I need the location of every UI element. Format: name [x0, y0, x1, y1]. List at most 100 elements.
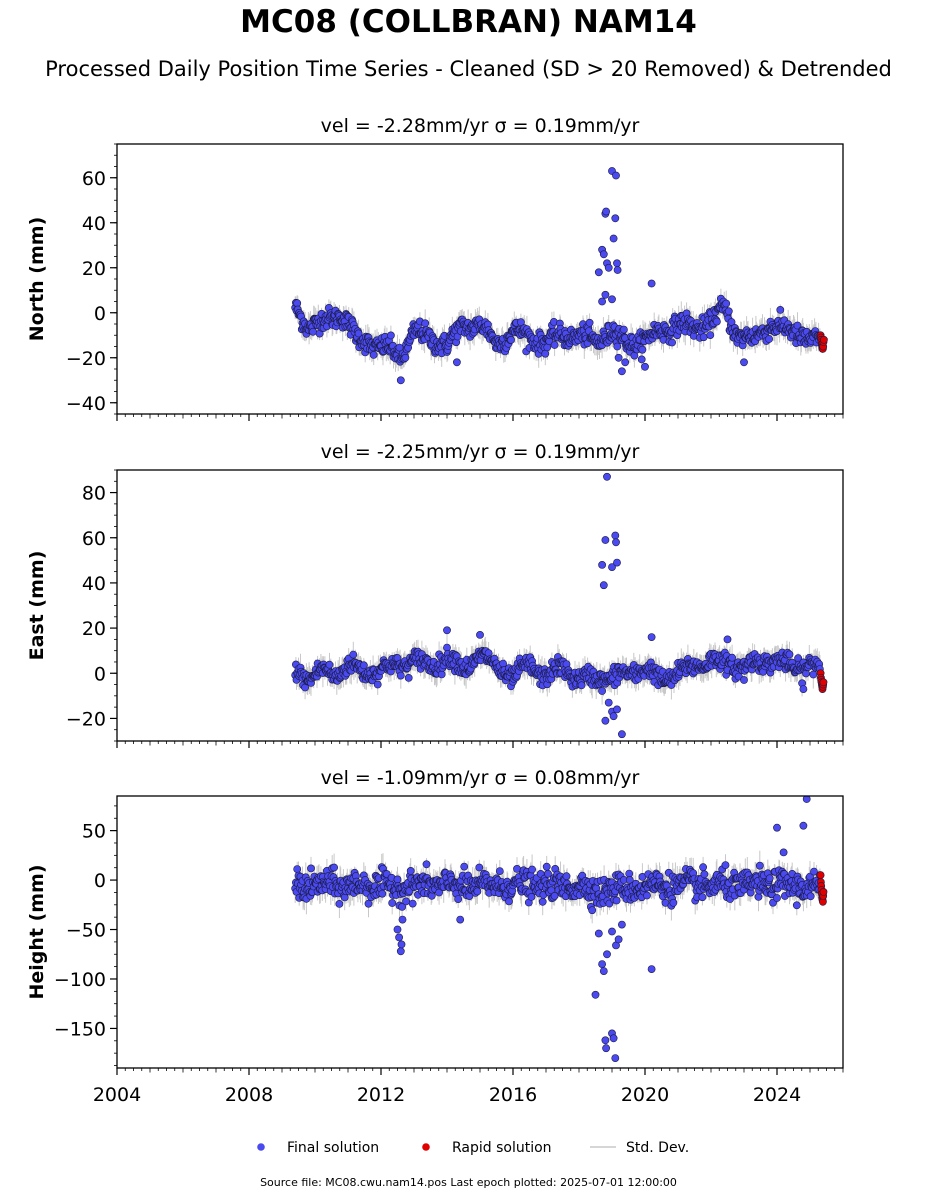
final-point [740, 676, 748, 684]
final-point [550, 892, 559, 900]
y-axis-label: North (mm) [26, 217, 48, 342]
final-point [307, 864, 315, 873]
final-point [785, 650, 794, 659]
final-point [527, 893, 536, 901]
final-point [637, 355, 646, 364]
final-point [588, 906, 597, 915]
final-point [776, 305, 785, 314]
final-point [699, 333, 708, 342]
final-point [369, 350, 378, 359]
final-point [443, 626, 451, 635]
panel-title: vel = -2.28mm/yr σ = 0.19mm/yr [321, 115, 640, 137]
final-point [604, 698, 613, 707]
final-point [364, 899, 373, 908]
y-tick-label: 60 [82, 168, 106, 190]
final-point [612, 171, 620, 180]
final-point [594, 268, 603, 277]
final-point [562, 872, 571, 881]
final-point [452, 358, 461, 367]
final-point [396, 376, 405, 385]
final-point [669, 898, 678, 907]
final-point [577, 681, 586, 690]
final-point [495, 867, 504, 875]
y-tick-label: 40 [82, 213, 106, 235]
final-point [460, 862, 469, 871]
axes-frame [116, 469, 844, 742]
final-point [713, 317, 721, 326]
final-point [608, 295, 616, 304]
final-point [613, 558, 621, 567]
axes-frame [116, 143, 844, 415]
final-point [422, 860, 431, 869]
final-point [330, 863, 338, 872]
final-point [668, 338, 676, 347]
y-tick-label: 60 [82, 528, 106, 550]
rapid-points-north [816, 331, 828, 353]
final-point [641, 362, 649, 371]
final-point [398, 903, 406, 911]
final-point [528, 865, 536, 874]
final-point [612, 538, 620, 547]
rapid-point [819, 678, 828, 687]
rapid-points-east [816, 669, 828, 693]
final-point [603, 472, 611, 481]
final-point [585, 318, 594, 327]
final-point [613, 259, 621, 268]
final-point [373, 680, 382, 689]
final-point [544, 869, 552, 878]
final-point [699, 863, 707, 872]
final-point [613, 705, 621, 714]
final-point [601, 536, 610, 544]
final-point [613, 342, 622, 351]
final-points-east [291, 472, 824, 739]
final-point [599, 250, 608, 259]
final-point [393, 875, 402, 884]
final-point [408, 899, 417, 908]
final-point [604, 263, 613, 272]
y-axis-label: East (mm) [26, 551, 48, 661]
final-point [613, 266, 622, 274]
final-point [601, 290, 610, 299]
final-point [614, 353, 623, 362]
final-point [349, 650, 358, 659]
final-point [401, 353, 410, 362]
final-point [598, 561, 606, 569]
final-point [700, 870, 709, 879]
final-point [740, 358, 748, 367]
final-point [437, 670, 446, 679]
final-point [542, 862, 551, 871]
final-point [706, 331, 715, 339]
final-point [359, 661, 368, 670]
final-point [396, 671, 405, 680]
final-point [309, 327, 317, 336]
y-tick-label: 80 [82, 483, 106, 505]
y-tick-label: 20 [82, 258, 106, 280]
y-tick-label: −20 [66, 708, 106, 730]
final-point [647, 279, 656, 288]
final-point [609, 234, 618, 243]
final-point [809, 670, 818, 679]
final-point [609, 712, 618, 721]
final-points-north [291, 167, 824, 385]
final-point [541, 349, 550, 358]
final-point [625, 869, 634, 878]
final-point [538, 897, 547, 906]
final-point [721, 861, 730, 869]
panel-north: −40 −20 0 20 40 60 vel = -2.28mm/yr σ = 0.19mm… [26, 115, 844, 421]
final-point [793, 321, 802, 330]
final-point [620, 325, 628, 334]
final-point [335, 900, 344, 908]
final-point [611, 214, 620, 223]
final-point [612, 896, 621, 905]
y-tick-label: 0 [94, 303, 106, 325]
y-tick-label: 40 [82, 573, 106, 595]
final-point [293, 865, 302, 873]
final-point [476, 631, 484, 639]
final-point [621, 358, 630, 367]
final-point [728, 653, 736, 662]
final-point [765, 335, 773, 343]
final-point [473, 887, 482, 896]
final-point [602, 207, 610, 216]
final-point [601, 716, 610, 725]
